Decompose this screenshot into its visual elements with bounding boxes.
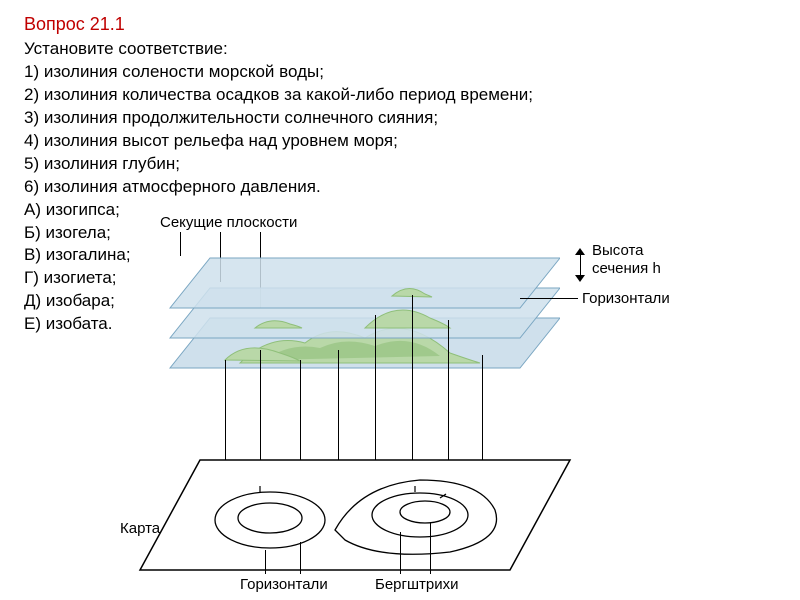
item-3: 3) изолиния продолжительности солнечного… xyxy=(24,107,533,130)
intro-text: Установите соответствие: xyxy=(24,38,533,61)
question-title: Вопрос 21.1 xyxy=(24,14,125,35)
cutting-plane-1 xyxy=(130,238,560,318)
cutting-planes-label: Секущие плоскости xyxy=(160,214,297,231)
horizontals-bottom-label: Горизонтали xyxy=(240,576,328,593)
bergstrichs-label: Бергштрихи xyxy=(375,576,459,593)
map-label: Карта xyxy=(120,520,160,537)
item-4: 4) изолиния высот рельефа над уровнем мо… xyxy=(24,130,533,153)
section-height-arrow xyxy=(575,248,587,282)
contour-diagram: Секущие плоскости xyxy=(100,220,780,590)
item-2: 2) изолиния количества осадков за какой-… xyxy=(24,84,533,107)
item-1: 1) изолиния солености морской воды; xyxy=(24,61,533,84)
section-height-label-2: сечения h xyxy=(592,260,661,277)
map-projection xyxy=(110,440,590,590)
horizontals-label: Горизонтали xyxy=(582,290,670,307)
section-height-label-1: Высота xyxy=(592,242,644,259)
item-6: 6) изолиния атмосферного давления. xyxy=(24,176,533,199)
item-5: 5) изолиния глубин; xyxy=(24,153,533,176)
